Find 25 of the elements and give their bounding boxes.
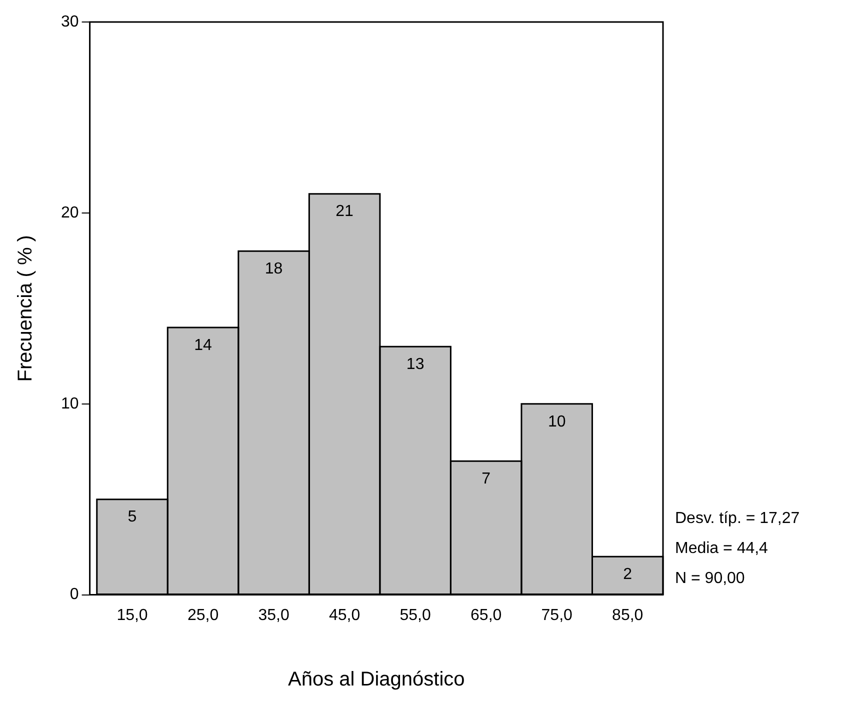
x-tick-label: 65,0	[470, 606, 502, 624]
text: Desv. típ. = 17,27	[675, 510, 800, 528]
x-tick-label: 25,0	[187, 606, 219, 624]
data-label: 14	[194, 336, 212, 354]
data-label: 18	[264, 260, 283, 278]
y-axis-title: Frecuencia ( % )	[14, 235, 37, 382]
data-label: 13	[406, 356, 424, 373]
x-tick-label: 75,0	[541, 606, 573, 624]
text: Media = 44,4	[675, 540, 768, 558]
y-tick-label: 0	[70, 586, 79, 604]
x-tick-label: 35,0	[258, 606, 290, 624]
data-label: 10	[548, 413, 566, 430]
x-tick-label: 45,0	[328, 606, 360, 624]
y-tick-label: 30	[61, 13, 79, 30]
x-tick-label: 15,0	[116, 606, 148, 624]
data-label: 5	[128, 508, 137, 526]
data-label: 2	[623, 566, 632, 584]
data-label: 21	[336, 203, 354, 220]
y-tick-label: 10	[61, 395, 79, 412]
data-label: 7	[482, 470, 491, 488]
y-tick-label: 20	[61, 204, 79, 222]
x-tick-label: 85,0	[612, 606, 644, 624]
x-tick-label: 55,0	[400, 606, 431, 624]
x-axis-title: Años al Diagnóstico	[288, 668, 465, 691]
text: N = 90,00	[675, 570, 745, 588]
